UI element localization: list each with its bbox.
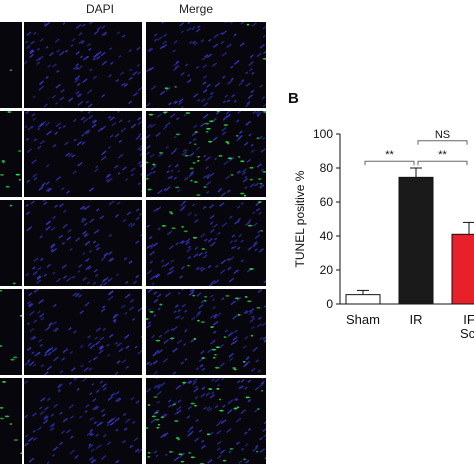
micrograph-image (9, 69, 13, 72)
micrograph-image (24, 378, 142, 464)
micrograph-tile (24, 378, 142, 464)
micrograph-tile (24, 289, 142, 375)
micrograph-image (146, 22, 266, 108)
bar (345, 294, 381, 305)
micrograph-tile (146, 200, 266, 286)
significance-bracket (417, 160, 468, 166)
tunel-bar-chart: 0 20 40 60 80 100 TUNEL positive % Sham IR IFScl *… (293, 127, 474, 341)
micrograph-image (146, 111, 266, 197)
micrograph-grid (0, 22, 266, 474)
bar (451, 233, 474, 305)
micrograph-tile (0, 289, 22, 375)
micrograph-tile (146, 289, 266, 375)
micrograph-tile (0, 378, 22, 464)
micrograph-image (0, 111, 22, 188)
x-tick-label: Sham (346, 312, 380, 327)
micrograph-image (9, 204, 16, 285)
y-tick-label: 60 (320, 195, 334, 209)
micrograph-tile (146, 22, 266, 108)
y-tick-label: 100 (313, 127, 333, 141)
column-header-dapi: DAPI (85, 2, 115, 16)
micrograph-tile (0, 22, 22, 108)
micrograph-image (25, 200, 142, 286)
significance-bracket (417, 140, 468, 145)
y-axis-title: TUNEL positive % (293, 170, 307, 267)
significance-label: ** (438, 149, 447, 161)
micrograph-tile (146, 111, 266, 197)
micrograph-tile (0, 111, 22, 197)
panel-b-label: B (288, 90, 299, 107)
micrograph-image (146, 378, 266, 464)
micrograph-image (24, 111, 142, 194)
micrograph-image (0, 289, 22, 361)
significance-label: NS (435, 129, 450, 141)
y-tick-label: 40 (320, 229, 334, 243)
micrograph-image (146, 200, 266, 286)
micrograph-image (0, 381, 22, 455)
y-tick-label: 80 (320, 161, 334, 175)
y-tick-label: 20 (320, 263, 334, 277)
micrograph-tile (24, 22, 142, 108)
significance-label: ** (385, 149, 394, 161)
bar (398, 176, 434, 305)
significance-bracket (364, 160, 415, 166)
x-tick-label: IR (410, 312, 423, 327)
micrograph-image (24, 289, 142, 375)
micrograph-tile (0, 200, 22, 286)
x-tick-label: IF (463, 312, 474, 327)
micrograph-image (24, 22, 142, 108)
micrograph-image (146, 289, 266, 375)
x-tick-label: Scl (460, 326, 474, 341)
y-tick-label: 0 (326, 297, 333, 311)
micrograph-tile (24, 111, 142, 197)
micrograph-tile (24, 200, 142, 286)
micrograph-tile (146, 378, 266, 464)
column-header-merge: Merge (178, 2, 214, 16)
